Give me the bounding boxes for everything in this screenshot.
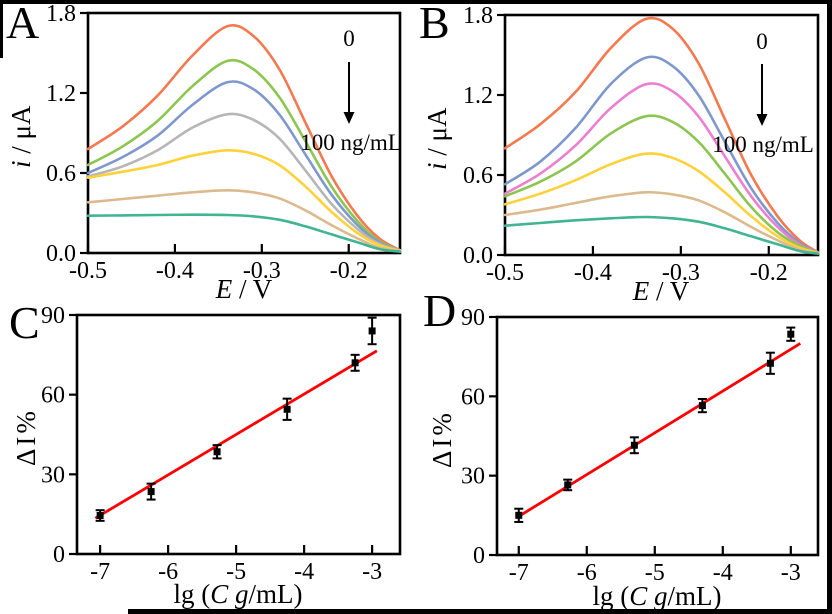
panel-c-yaxis-label: ΔI% — [11, 408, 41, 466]
panel-a-annotation-end: 100 ng/mL — [300, 130, 402, 155]
panel-c-letter: C — [9, 297, 40, 348]
panel-d-point-4 — [698, 402, 706, 410]
frame-top-edge — [0, 0, 832, 4]
panel-a-letter: A — [6, 0, 40, 48]
panel-a-curve-6 — [86, 188, 402, 253]
panel-d-plot-box — [495, 315, 820, 557]
panel-b-curve-3 — [503, 82, 820, 254]
panel-a-annotation-start: 0 — [343, 26, 355, 51]
panel-b-y-tick-label-1: 0.6 — [463, 163, 493, 189]
panel-a-y-tick-label-1: 0.6 — [46, 161, 76, 187]
panel-d-y-tick-label-0: 0 — [473, 543, 485, 569]
panel-d-point-1 — [515, 511, 523, 519]
panel-d-point-3 — [630, 441, 638, 449]
frame-bottom-edge — [128, 609, 832, 614]
panel-b-curve-2 — [503, 55, 820, 254]
panel-d-xaxis-label: lg (C g/mL) — [592, 581, 722, 611]
panel-c-y-tick-label-0: 0 — [53, 542, 65, 568]
panel-b-y-tick-label-0: 0.0 — [463, 243, 493, 269]
panel-c-fit-line — [94, 349, 378, 520]
panel-a-curve-5 — [86, 148, 402, 253]
panel-d-y-tick-label-1: 30 — [461, 464, 485, 490]
panel-d-x-tick-label-2: -5 — [645, 560, 665, 586]
panel-c-x-tick-label-3: -4 — [294, 559, 314, 585]
panel-c-x-tick-label-4: -3 — [362, 559, 382, 585]
panel-d-y-tick-label-2: 60 — [461, 384, 485, 410]
panel-a-x-tick-label-1: -0.4 — [156, 258, 194, 284]
panel-c-x-tick-label-0: -7 — [90, 559, 110, 585]
panel-a-yaxis-label: i / μA — [6, 105, 36, 169]
panel-b-curve-1 — [503, 16, 820, 254]
panel-a-xaxis-label: E / V — [215, 274, 273, 304]
panel-b-curve-4 — [503, 114, 820, 255]
panel-a-curve-1 — [86, 24, 402, 252]
panel-a-curve-7 — [86, 213, 402, 253]
panel-c-point-1 — [96, 511, 104, 519]
panel-d-point-5 — [766, 359, 774, 367]
panel-c-y-tick-label-3: 90 — [41, 303, 65, 329]
panel-d-x-tick-label-0: -7 — [509, 560, 529, 586]
panel-b-x-tick-label-2: -0.3 — [662, 260, 700, 286]
panel-c-plot-box — [75, 313, 402, 556]
panel-c-point-6 — [368, 327, 376, 335]
panel-a-curve-3 — [86, 80, 402, 252]
frame-left-edge — [0, 0, 3, 58]
panel-c-y-tick-label-1: 30 — [41, 462, 65, 488]
panel-c-point-5 — [351, 359, 359, 367]
panel-b-annotation-end: 100 ng/mL — [712, 132, 814, 157]
panel-b-y-tick-label-3: 1.8 — [463, 3, 493, 29]
panel-b-annotation-start: 0 — [756, 29, 768, 54]
panel-b-curve-5 — [503, 152, 820, 255]
panel-a-y-tick-label-0: 0.0 — [46, 241, 76, 267]
panel-c-point-2 — [147, 488, 155, 496]
panel-d-fit-line — [516, 342, 802, 519]
panel-c-x-tick-label-2: -5 — [226, 559, 246, 585]
panel-b-curve-6 — [503, 190, 820, 255]
panel-b-plot-box — [503, 13, 820, 257]
panel-d-y-tick-label-3: 90 — [461, 305, 485, 331]
panel-b-x-tick-label-1: -0.4 — [574, 260, 612, 286]
panel-b-x-tick-label-3: -0.2 — [750, 260, 788, 286]
panel-a-x-tick-label-2: -0.3 — [243, 258, 281, 284]
panel-b-arrowhead-icon — [756, 114, 768, 126]
frame-right-edge — [827, 0, 832, 614]
panel-c-point-4 — [283, 405, 291, 413]
panel-d-point-2 — [564, 481, 572, 489]
panel-a-curve-2 — [86, 58, 402, 252]
panel-b-x-tick-label-0: -0.5 — [486, 260, 524, 286]
panel-b-curve-7 — [503, 215, 820, 255]
panel-a-plot-box — [86, 11, 402, 255]
panel-d-x-tick-label-1: -6 — [577, 560, 597, 586]
panel-d-x-tick-label-4: -3 — [781, 560, 801, 586]
panel-a-x-tick-label-0: -0.5 — [69, 258, 107, 284]
panel-a-y-tick-label-2: 1.2 — [46, 81, 76, 107]
panel-b-xaxis-label: E / V — [632, 276, 690, 306]
panel-a-y-tick-label-3: 1.8 — [46, 1, 76, 27]
panel-d-letter: D — [423, 285, 457, 336]
panel-c-xaxis-label: lg (C g/mL) — [173, 579, 303, 609]
panel-c-y-tick-label-2: 60 — [41, 383, 65, 409]
panel-d-x-tick-label-3: -4 — [713, 560, 733, 586]
panel-d-point-6 — [787, 330, 795, 338]
panel-a-curve-4 — [86, 112, 402, 252]
panel-c-point-3 — [213, 448, 221, 456]
panel-b-letter: B — [419, 0, 450, 48]
panel-d-yaxis-label: ΔI% — [427, 410, 457, 468]
panel-a-arrowhead-icon — [343, 112, 355, 124]
panel-b-y-tick-label-2: 1.2 — [463, 83, 493, 109]
panel-c-x-tick-label-1: -6 — [158, 559, 178, 585]
panel-a-x-tick-label-3: -0.2 — [330, 258, 368, 284]
panel-b-yaxis-label: i / μA — [422, 107, 452, 171]
